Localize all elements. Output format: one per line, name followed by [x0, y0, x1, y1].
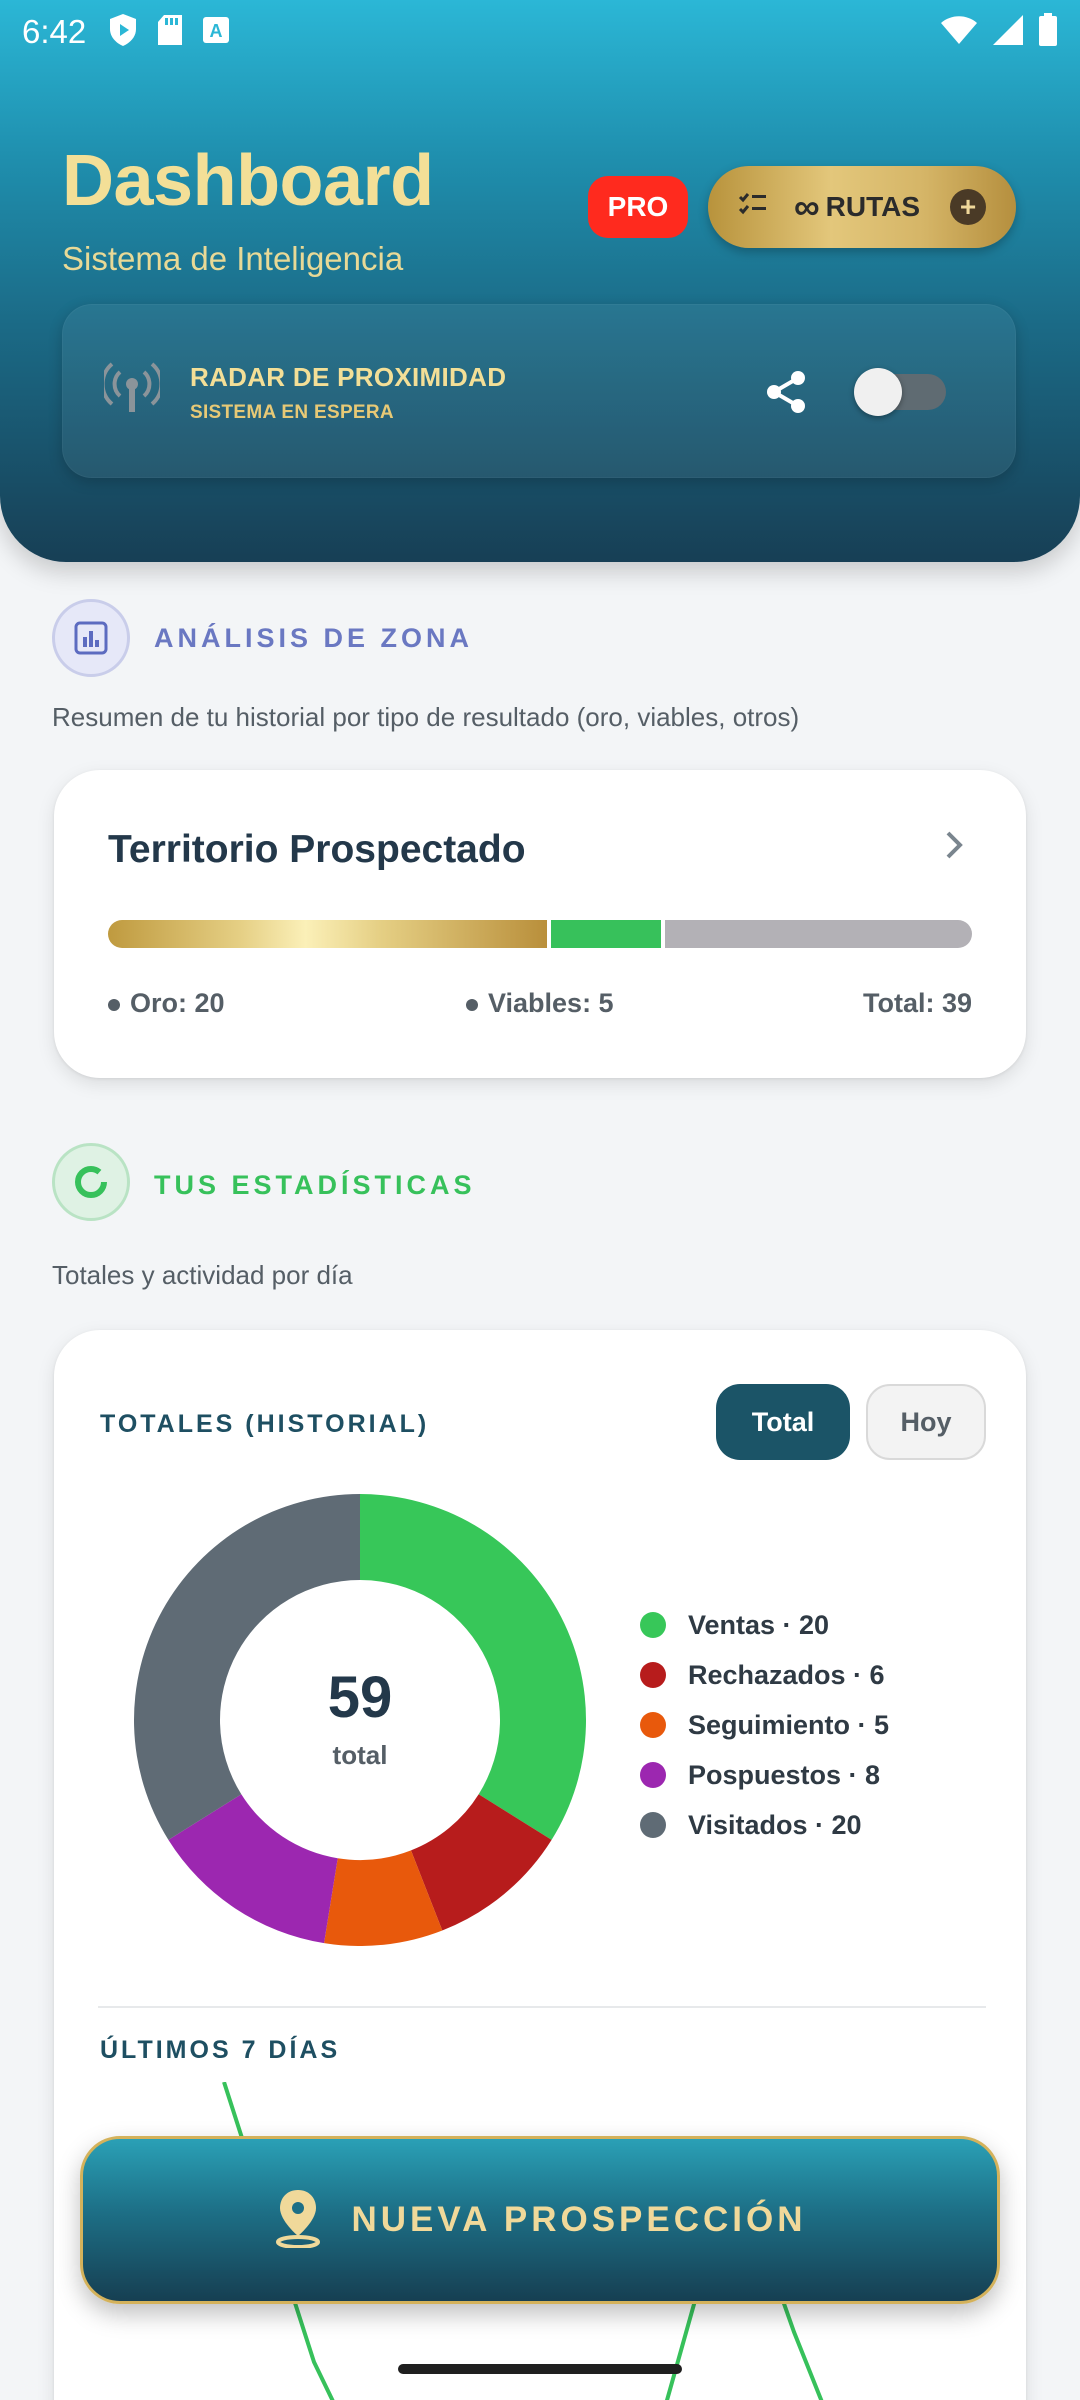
radar-antenna-icon — [100, 360, 164, 421]
donut-total-number: 59 — [327, 1665, 393, 1730]
home-indicator[interactable] — [398, 2364, 682, 2374]
infinity-symbol: ∞ — [794, 186, 820, 227]
legend-item: Visitados · 20 — [640, 1800, 889, 1850]
legend-dot — [640, 1662, 666, 1688]
map-pin-icon — [274, 2188, 322, 2253]
sd-card-icon — [156, 14, 184, 51]
font-a-icon: A — [202, 16, 230, 49]
radar-title: RADAR DE PROXIMIDAD — [190, 362, 507, 392]
status-bar: 6:42 A — [22, 12, 1058, 52]
header: 6:42 A — [0, 0, 1080, 562]
plus-icon: + — [950, 189, 986, 225]
battery-icon — [1038, 12, 1058, 52]
stat-total: Total: 39 — [862, 988, 972, 1018]
donut-legend: Ventas · 20 Rechazados · 6 Seguimiento · 5… — [640, 1600, 889, 1850]
toggle-knob — [854, 368, 902, 416]
radar-card: RADAR DE PROXIMIDAD SISTEMA EN ESPERA — [62, 304, 1016, 478]
legend-label: Rechazados · 6 — [688, 1659, 885, 1690]
svg-text:A: A — [210, 21, 223, 41]
status-time: 6:42 — [22, 13, 87, 50]
divider — [98, 2006, 986, 2008]
territory-progress-bar — [108, 920, 972, 948]
bar-segment-otros — [664, 920, 972, 948]
territory-title: Territorio Prospectado — [108, 828, 526, 871]
legend-item: Pospuestos · 8 — [640, 1750, 889, 1800]
bar-segment-oro — [108, 920, 547, 948]
stat-oro: Oro: 20 — [108, 988, 225, 1019]
shield-play-icon — [108, 13, 138, 52]
rutas-button[interactable]: ∞ RUTAS + — [708, 166, 1016, 248]
legend-item: Seguimiento · 5 — [640, 1700, 889, 1750]
legend-label: Seguimiento · 5 — [688, 1709, 890, 1740]
legend-label: Visitados · 20 — [688, 1809, 862, 1840]
new-prospection-button[interactable]: NUEVA PROSPECCIÓN — [80, 2136, 1000, 2304]
donut-slice-ventas — [360, 1494, 586, 1840]
filter-hoy-button[interactable]: Hoy — [866, 1384, 986, 1460]
last-7-days-title: ÚLTIMOS 7 DÍAS — [100, 2036, 341, 2064]
page-title: Dashboard — [62, 141, 434, 221]
filter-total-button[interactable]: Total — [716, 1384, 850, 1460]
zone-analysis-title: ANÁLISIS DE ZONA — [154, 623, 474, 653]
territory-card[interactable]: Territorio Prospectado Oro: 20 Viables: … — [54, 770, 1026, 1078]
legend-dot — [640, 1712, 666, 1738]
donut-chart: 59 total — [134, 1494, 586, 1946]
legend-item: Ventas · 20 — [640, 1600, 889, 1650]
rutas-label: RUTAS — [825, 191, 921, 222]
legend-dot — [640, 1612, 666, 1638]
legend-dot — [640, 1812, 666, 1838]
stat-oro-label: Oro: 20 — [130, 988, 225, 1018]
signal-icon — [992, 14, 1024, 51]
donut-slice-rechazados — [410, 1794, 552, 1931]
legend-dot — [640, 1762, 666, 1788]
donut-icon — [52, 1143, 130, 1221]
page-subtitle: Sistema de Inteligencia — [62, 240, 404, 277]
list-check-icon — [738, 191, 768, 224]
donut-chart-svg — [134, 1494, 586, 1946]
totals-title: TOTALES (HISTORIAL) — [100, 1410, 430, 1438]
zone-analysis-description: Resumen de tu historial por tipo de resu… — [52, 702, 800, 732]
legend-label: Pospuestos · 8 — [688, 1759, 881, 1790]
donut-slice-pospuestos — [168, 1794, 338, 1944]
pro-badge[interactable]: PRO — [588, 176, 688, 238]
stat-viables-label: Viables: 5 — [488, 988, 614, 1018]
donut-slice-visitados — [134, 1494, 360, 1840]
stat-viables: Viables: 5 — [466, 988, 614, 1019]
chevron-right-icon[interactable] — [944, 830, 964, 865]
radar-toggle[interactable] — [854, 368, 946, 416]
wifi-icon — [940, 15, 978, 50]
donut-slice-seguimiento — [324, 1850, 443, 1946]
share-icon[interactable] — [762, 368, 810, 421]
donut-total-label: total — [332, 1740, 388, 1770]
legend-item: Rechazados · 6 — [640, 1650, 889, 1700]
stats-title: TUS ESTADÍSTICAS — [154, 1170, 476, 1200]
legend-label: Ventas · 20 — [688, 1609, 830, 1640]
radar-status: SISTEMA EN ESPERA — [190, 402, 394, 423]
bar-segment-viables — [550, 920, 661, 948]
new-prospection-label: NUEVA PROSPECCIÓN — [351, 2200, 807, 2239]
stats-description: Totales y actividad por día — [52, 1260, 353, 1290]
bar-chart-icon — [52, 599, 130, 677]
